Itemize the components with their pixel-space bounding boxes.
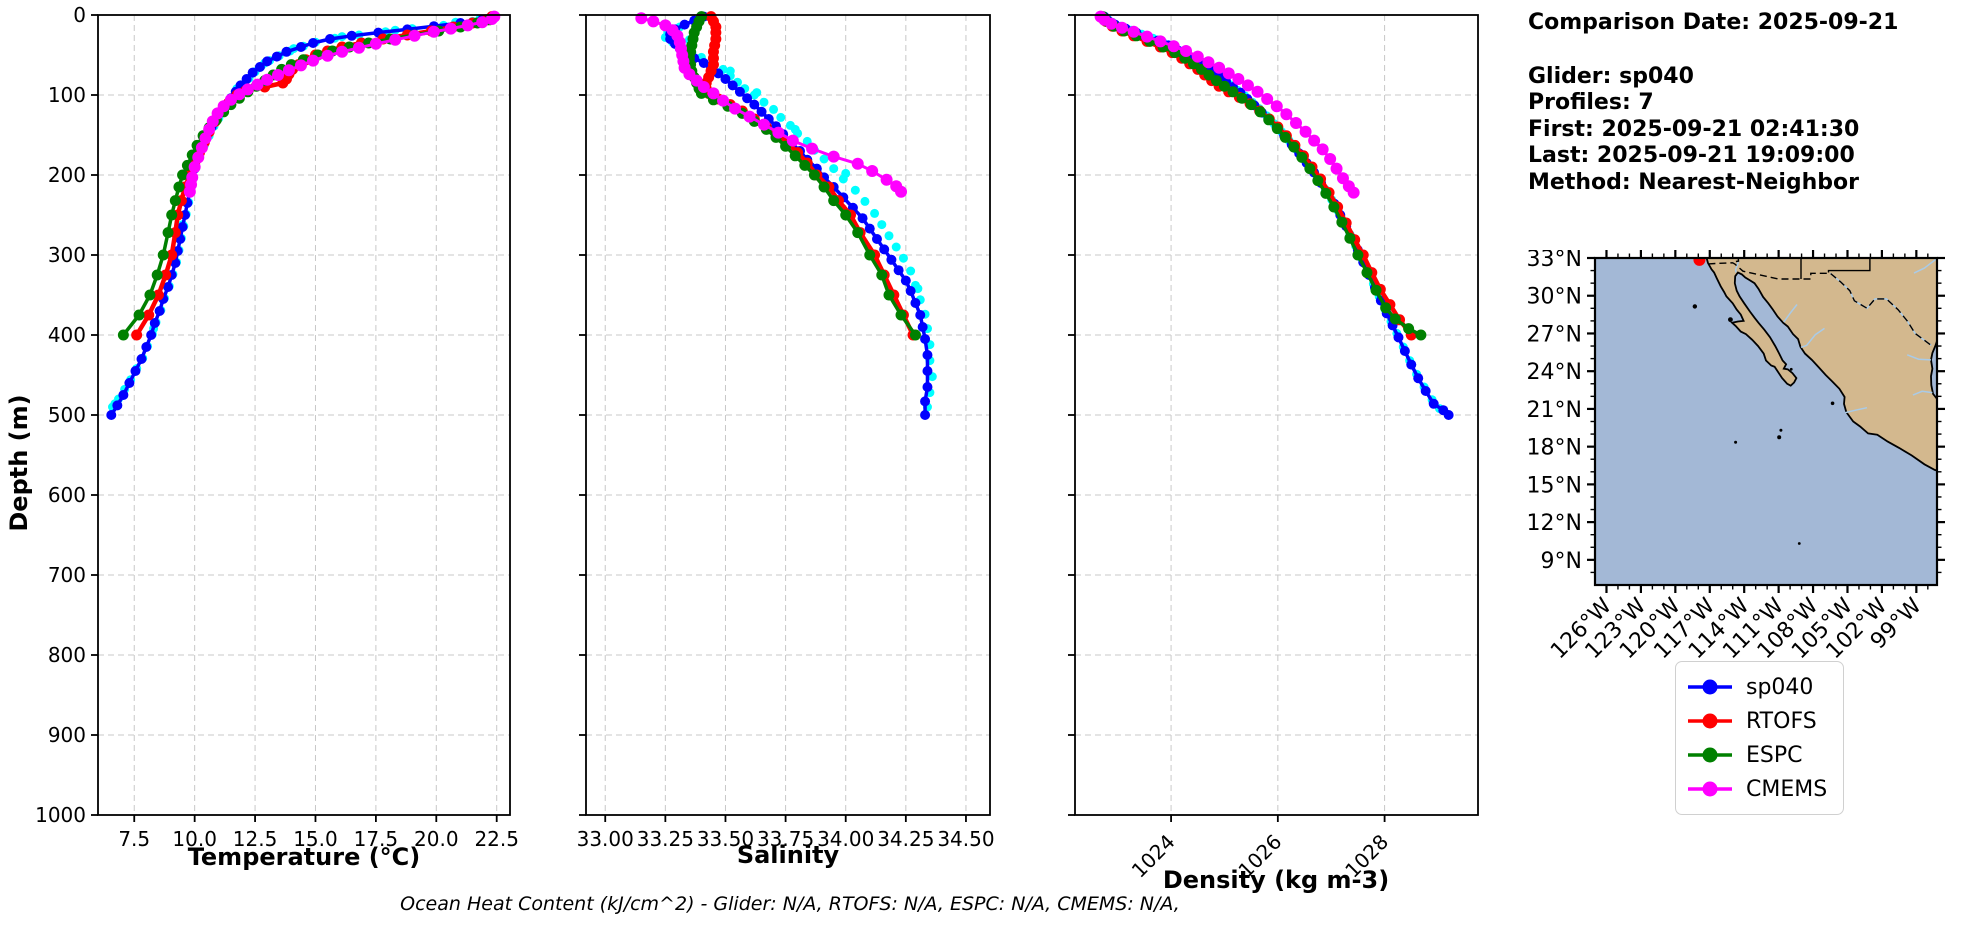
depth-tick-label: 400	[48, 323, 86, 347]
profiles-count-text: Profiles: 7	[1528, 90, 1654, 115]
legend-item-ESPC: ESPC	[1686, 738, 1827, 772]
series-CMEMS	[1094, 10, 1360, 199]
panel-salinity: 33.00 33.25 33.50 33.75 34.00 34.25 34.50	[577, 11, 995, 851]
location-map: 33°N30°N27°N24°N21°N18°N15°N12°N9°N126°W…	[1527, 250, 1945, 664]
map-lat-tick-label: 18°N	[1527, 436, 1582, 461]
glider-location-marker	[1693, 258, 1706, 266]
first-profile-time-text: First: 2025-09-21 02:41:30	[1528, 116, 1860, 142]
legend-line-marker-icon	[1688, 747, 1732, 763]
depth-tick-label: 200	[48, 163, 86, 187]
map-river	[1783, 304, 1798, 323]
comparison-date-text: Comparison Date: 2025-09-21	[1528, 10, 1899, 35]
map-river	[1800, 327, 1825, 349]
map-state-border	[1735, 258, 1740, 263]
map-land	[1705, 258, 1937, 472]
legend-item-sp040: sp040	[1686, 670, 1827, 704]
map-frame: 33°N30°N27°N24°N21°N18°N15°N12°N9°N126°W…	[1527, 250, 1945, 664]
map-river	[1913, 258, 1937, 274]
x-tick-label: 20.0	[414, 827, 459, 851]
series-ESPC	[1097, 11, 1427, 341]
legend-item-CMEMS: CMEMS	[1686, 772, 1827, 806]
x-tick-label: 33.25	[637, 827, 694, 851]
series-CMEMS	[183, 10, 501, 198]
map-river	[1845, 406, 1868, 414]
map-country-border	[1708, 262, 1932, 346]
legend-item-RTOFS: RTOFS	[1686, 704, 1827, 738]
legend-line-marker-icon	[1688, 713, 1732, 729]
legend-label: RTOFS	[1746, 708, 1817, 734]
series-glider-raw-profiles	[107, 12, 499, 412]
map-island	[1692, 304, 1698, 309]
map-island	[1797, 542, 1801, 545]
map-island	[1734, 440, 1738, 444]
info-spacer	[1528, 37, 1898, 64]
map-island	[1830, 401, 1835, 406]
legend-label: CMEMS	[1746, 776, 1828, 802]
depth-tick-label: 700	[48, 563, 86, 587]
map-lat-tick-label: 33°N	[1527, 250, 1582, 272]
depth-tick-label: 0	[73, 3, 86, 27]
x-tick-label: 15.0	[293, 827, 338, 851]
series-sp040	[665, 11, 933, 420]
map-island	[1789, 367, 1793, 371]
series-sp040	[1099, 11, 1454, 420]
x-tick-label: 33.00	[577, 827, 634, 851]
x-tick-label: 12.5	[233, 827, 278, 851]
density-axis-label: Density (kg m-3)	[1162, 866, 1390, 894]
glider-name-text: Glider: sp040	[1528, 63, 1694, 89]
legend-line-marker-icon	[1688, 679, 1732, 695]
comparison-info-block: Comparison Date: 2025-09-21 Glider: sp04…	[1528, 10, 1898, 196]
map-lat-tick-label: 9°N	[1541, 549, 1582, 574]
x-tick-label: 7.5	[118, 827, 150, 851]
map-lat-tick-label: 21°N	[1527, 398, 1582, 423]
depth-tick-label: 1000	[35, 803, 86, 827]
map-state-border	[1827, 258, 1871, 273]
temperature-axis-label: Temperature (°C)	[187, 843, 421, 871]
depth-tick-label: 900	[48, 723, 86, 747]
map-lat-tick-label: 24°N	[1527, 360, 1582, 385]
depth-axis-label: Depth (m)	[5, 394, 33, 532]
x-tick-label: 33.75	[757, 827, 814, 851]
depth-tick-label: 600	[48, 483, 86, 507]
map-lat-tick-label: 30°N	[1527, 285, 1582, 310]
x-tick-label: 34.50	[937, 827, 994, 851]
series-glider-raw-profiles	[660, 12, 937, 412]
method-text: Method: Nearest-Neighbor	[1528, 169, 1859, 195]
series-RTOFS	[1096, 11, 1417, 341]
depth-tick-label: 500	[48, 403, 86, 427]
map-island	[1779, 428, 1783, 432]
depth-tick-label: 300	[48, 243, 86, 267]
x-tick-label: 34.00	[817, 827, 874, 851]
x-tick-label: 33.50	[697, 827, 754, 851]
map-river	[1906, 354, 1932, 361]
legend-line-marker-icon	[1688, 781, 1732, 797]
series-sp040	[106, 11, 497, 420]
panel-temperature: 7.5 10.0 12.5 15.0 17.5 20.0 22.5 0 100 200 300 400…	[35, 3, 519, 851]
ocean-heat-content-annotation: Ocean Heat Content (kJ/cm^2) - Glider: N…	[400, 893, 1180, 915]
map-island	[1728, 317, 1733, 323]
legend-label: sp040	[1746, 674, 1814, 700]
depth-tick-label: 800	[48, 643, 86, 667]
x-tick-label: 34.25	[877, 827, 934, 851]
salinity-axis-label: Salinity	[736, 841, 840, 869]
x-tick-label: 17.5	[354, 827, 399, 851]
map-river	[1912, 390, 1933, 396]
depth-tick-label: 100	[48, 83, 86, 107]
last-profile-time-text: Last: 2025-09-21 19:09:00	[1528, 143, 1855, 168]
x-tick-label: 22.5	[474, 827, 519, 851]
map-lat-tick-label: 15°N	[1527, 473, 1582, 498]
x-tick-label: 10.0	[172, 827, 217, 851]
map-lat-tick-label: 27°N	[1527, 322, 1582, 347]
map-island	[1777, 435, 1782, 440]
series-CMEMS	[635, 12, 908, 198]
panel-density: 1024 1026 1028	[1068, 10, 1479, 883]
series-glider-raw-profiles	[1102, 13, 1445, 414]
map-lat-tick-label: 12°N	[1527, 511, 1582, 536]
legend-label: ESPC	[1746, 742, 1803, 768]
legend: sp040 RTOFS ESPC CMEMS	[1675, 661, 1845, 815]
